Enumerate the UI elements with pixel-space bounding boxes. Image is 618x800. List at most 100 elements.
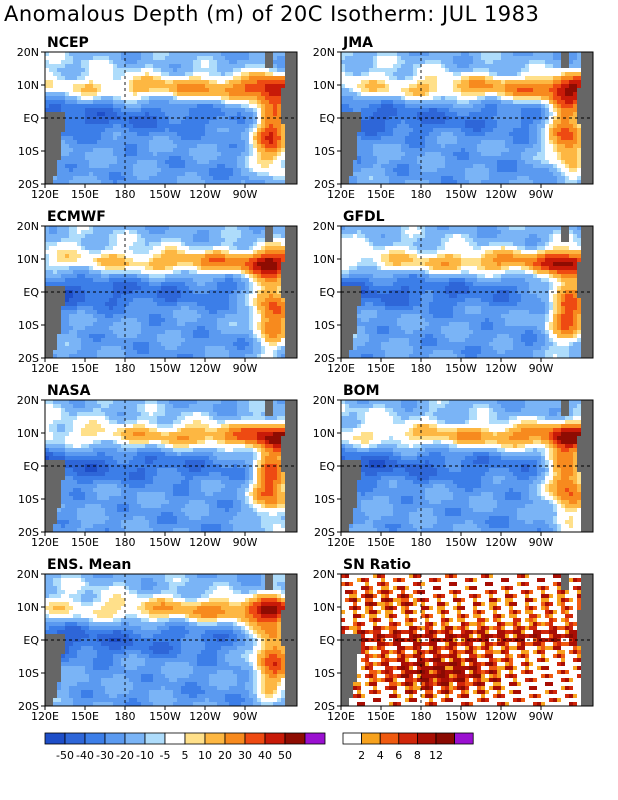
heatmap-cell <box>233 250 238 255</box>
heatmap-cell <box>345 132 350 137</box>
x-tick-label: 120W <box>485 188 517 201</box>
heatmap-cell <box>585 140 590 145</box>
heatmap-cell <box>401 68 406 73</box>
heatmap-cell <box>205 172 210 177</box>
heatmap-cell <box>109 136 114 141</box>
heatmap-cell <box>517 124 522 129</box>
heatmap-cell <box>497 124 502 129</box>
heatmap-cell <box>425 132 430 137</box>
heatmap-cell <box>425 160 430 165</box>
heatmap-cell <box>149 176 154 181</box>
heatmap-cell <box>89 108 94 113</box>
heatmap-cell <box>69 254 74 259</box>
heatmap-cell <box>81 84 86 89</box>
heatmap-cell <box>233 60 238 65</box>
heatmap-cell <box>225 168 230 173</box>
heatmap-cell <box>577 132 582 137</box>
heatmap-cell <box>101 136 106 141</box>
heatmap-cell <box>209 262 214 267</box>
heatmap-cell <box>257 156 262 161</box>
heatmap-cell <box>521 152 526 157</box>
heatmap-cell <box>101 168 106 173</box>
heatmap-cell <box>185 120 190 125</box>
heatmap-cell <box>129 234 134 239</box>
heatmap-cell <box>381 104 386 109</box>
heatmap-cell <box>57 128 62 133</box>
heatmap-cell <box>49 136 54 141</box>
heatmap-cell <box>517 52 522 57</box>
heatmap-cell <box>541 84 546 89</box>
heatmap-cell <box>513 124 518 129</box>
heatmap-cell <box>381 160 386 165</box>
heatmap-cell <box>137 164 142 169</box>
heatmap-cell <box>93 92 98 97</box>
heatmap-cell <box>437 156 442 161</box>
heatmap-cell <box>97 100 102 105</box>
heatmap-cell <box>225 144 230 149</box>
heatmap-cell <box>405 156 410 161</box>
heatmap-cell <box>349 80 354 85</box>
heatmap-cell <box>477 104 482 109</box>
heatmap-cell <box>477 160 482 165</box>
heatmap-cell <box>229 262 234 267</box>
heatmap-cell <box>429 160 434 165</box>
heatmap-cell <box>349 168 354 173</box>
heatmap-cell <box>445 172 450 177</box>
heatmap-cell <box>241 88 246 93</box>
heatmap-cell <box>585 52 590 57</box>
heatmap-cell <box>177 258 182 263</box>
heatmap-cell <box>513 76 518 81</box>
heatmap-cell <box>505 96 510 101</box>
heatmap-cell <box>457 60 462 65</box>
heatmap-cell <box>81 226 86 231</box>
heatmap-cell <box>85 246 90 251</box>
heatmap-cell <box>489 160 494 165</box>
heatmap-cell <box>529 156 534 161</box>
heatmap-cell <box>89 156 94 161</box>
heatmap-cell <box>181 250 186 255</box>
heatmap-cell <box>61 258 66 263</box>
heatmap-cell <box>473 56 478 61</box>
heatmap-cell <box>569 176 574 181</box>
heatmap-cell <box>517 88 522 93</box>
heatmap-cell <box>153 52 158 57</box>
heatmap-cell <box>77 64 82 69</box>
heatmap-cell <box>377 156 382 161</box>
heatmap-cell <box>85 258 90 263</box>
heatmap-cell <box>501 156 506 161</box>
heatmap-cell <box>157 100 162 105</box>
heatmap-cell <box>557 68 562 73</box>
heatmap-cell <box>129 132 134 137</box>
heatmap-cell <box>489 104 494 109</box>
heatmap-cell <box>53 56 58 61</box>
heatmap-cell <box>377 100 382 105</box>
heatmap-cell <box>385 136 390 141</box>
heatmap-cell <box>533 52 538 57</box>
heatmap-cell <box>497 80 502 85</box>
heatmap-cell <box>365 108 370 113</box>
heatmap-cell <box>425 68 430 73</box>
heatmap-cell <box>61 180 66 185</box>
heatmap-cell <box>397 108 402 113</box>
heatmap-cell <box>101 128 106 133</box>
heatmap-cell <box>61 274 66 279</box>
heatmap-cell <box>209 266 214 271</box>
heatmap-cell <box>373 92 378 97</box>
heatmap-cell <box>489 108 494 113</box>
heatmap-cell <box>73 96 78 101</box>
heatmap-cell <box>101 160 106 165</box>
heatmap-cell <box>253 140 258 145</box>
heatmap-cell <box>65 120 70 125</box>
heatmap-cell <box>73 254 78 259</box>
heatmap-cell <box>101 238 106 243</box>
heatmap-cell <box>161 96 166 101</box>
heatmap-cell <box>525 164 530 169</box>
heatmap-cell <box>277 132 282 137</box>
heatmap-cell <box>365 132 370 137</box>
heatmap-cell <box>65 84 70 89</box>
heatmap-cell <box>377 80 382 85</box>
heatmap-cell <box>473 104 478 109</box>
heatmap-cell <box>437 132 442 137</box>
heatmap-cell <box>485 100 490 105</box>
heatmap-cell <box>149 262 154 267</box>
